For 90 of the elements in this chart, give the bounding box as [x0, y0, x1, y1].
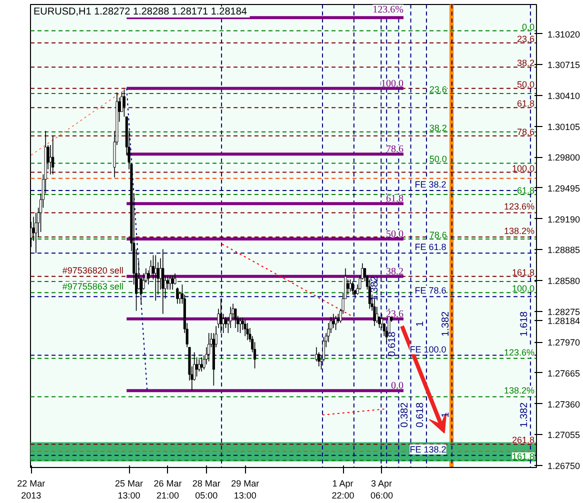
- annotation: 1: [440, 412, 452, 418]
- annotation: 38.2: [516, 58, 535, 68]
- y-tick-label: 1.26750: [548, 460, 580, 471]
- candlestick: [52, 136, 54, 175]
- y-tick-label: 1.27360: [548, 399, 580, 410]
- annotation: 61.8: [516, 186, 535, 196]
- annotation: 161.8: [512, 451, 535, 462]
- annotation: 1.382: [370, 276, 381, 302]
- candlestick: [220, 298, 222, 334]
- candlestick: [198, 358, 200, 372]
- annotation: FE 38.2: [414, 180, 446, 190]
- x-tick-label: 3 Apr 06:00: [370, 478, 394, 500]
- annotation: 123.6%: [504, 202, 535, 212]
- annotation: 100.0: [512, 284, 535, 294]
- annotation: 100.0: [512, 163, 535, 174]
- series-label: 0.0: [391, 380, 404, 392]
- annotation: 1.382: [518, 402, 530, 428]
- candlestick: [246, 322, 249, 341]
- y-tick-label: 1.30715: [548, 60, 580, 70]
- annotation: 123.6%: [504, 347, 535, 358]
- candlestick: [195, 356, 198, 377]
- annotation: 23.6: [429, 84, 447, 94]
- series-label: 100.0: [381, 78, 404, 90]
- x-tick-label: 29 Mar 13:00: [231, 478, 260, 500]
- y-tick-label: 1.28885: [548, 245, 580, 256]
- candlestick: [147, 270, 150, 285]
- annotation: 0.382: [399, 402, 410, 428]
- candlestick: [239, 317, 242, 334]
- y-tick-label: 1.29495: [548, 183, 580, 194]
- annotation: 138.2%: [504, 226, 535, 236]
- annotation: 161.8: [512, 267, 535, 278]
- candlestick: [176, 287, 179, 304]
- y-tick-label: 1.28580: [548, 276, 580, 286]
- series-label: 123.6%: [372, 4, 404, 16]
- annotation: 261.8: [512, 435, 535, 446]
- candlestick: [200, 356, 203, 372]
- x-tick-label: 22 Mar 2013: [17, 478, 46, 500]
- series-label: 38.2: [386, 266, 404, 278]
- y-tick-label: 1.28275: [548, 306, 580, 317]
- annotation: 78.6: [429, 230, 447, 240]
- annotation: 61.8: [516, 98, 535, 109]
- annotation: 1.618: [518, 311, 530, 336]
- y-tick-label: 1.31020: [548, 29, 580, 40]
- annotation: 23.6: [516, 34, 535, 44]
- y-tick-label: 1.27970: [548, 338, 580, 348]
- candlestick: [368, 279, 371, 310]
- candlestick: [346, 279, 350, 296]
- candlestick: [244, 320, 246, 336]
- series-label: 78.6: [386, 144, 404, 156]
- candlestick: [349, 279, 352, 292]
- annotation: #97755863 sell: [62, 282, 124, 292]
- annotation: FE 61.8: [414, 242, 446, 252]
- annotation: 1: [414, 320, 426, 327]
- annotation: FE 138.2: [410, 444, 446, 454]
- x-tick-label: 25 Mar 13:00: [115, 478, 144, 500]
- x-tick-label: 1 Apr 22:00: [332, 478, 354, 500]
- y-tick-label: 1.29190: [548, 214, 580, 224]
- annotation: 1.382: [440, 311, 452, 336]
- candlestick: [351, 281, 354, 296]
- candlestick: [208, 332, 210, 362]
- y-tick-label: 1.30105: [548, 122, 580, 132]
- annotation: FE 100.0: [410, 344, 446, 354]
- annotation: #97536820 sell: [62, 265, 124, 276]
- annotation: 0.618: [414, 402, 426, 428]
- y-tick-label: 1.27055: [548, 430, 580, 440]
- annotation: 138.2%: [504, 386, 535, 396]
- annotation: 0.0: [522, 22, 535, 32]
- x-tick-label: 26 Mar 21:00: [154, 478, 182, 500]
- candlestick: [122, 89, 126, 118]
- annotation: 38.2: [429, 122, 447, 133]
- candlestick: [166, 275, 170, 290]
- annotation: 0.618: [387, 331, 398, 357]
- series-label: 23.6: [386, 308, 404, 320]
- candlestick: [171, 275, 174, 290]
- y-tick-label: 1.27665: [548, 368, 580, 378]
- candlestick: [162, 248, 164, 314]
- candlestick: [334, 315, 338, 330]
- series-label: 61.8: [386, 194, 404, 205]
- annotation: 50.0: [429, 154, 447, 164]
- x-tick-label: 28 Mar 05:00: [192, 478, 220, 500]
- candlestick: [137, 260, 140, 290]
- chart-title: EURUSD,H1 1.28272 1.28288 1.28171 1.28184: [34, 6, 248, 18]
- annotation: 50.0: [516, 79, 535, 90]
- annotation: 78.6: [516, 126, 535, 137]
- candlestick: [336, 313, 340, 324]
- annotation: FE 78.6: [414, 286, 446, 296]
- y-tick-label: 1.28184: [548, 316, 580, 326]
- y-tick-label: 1.29800: [548, 152, 580, 163]
- y-tick-label: 1.30410: [548, 90, 580, 101]
- candlestick: [178, 291, 182, 304]
